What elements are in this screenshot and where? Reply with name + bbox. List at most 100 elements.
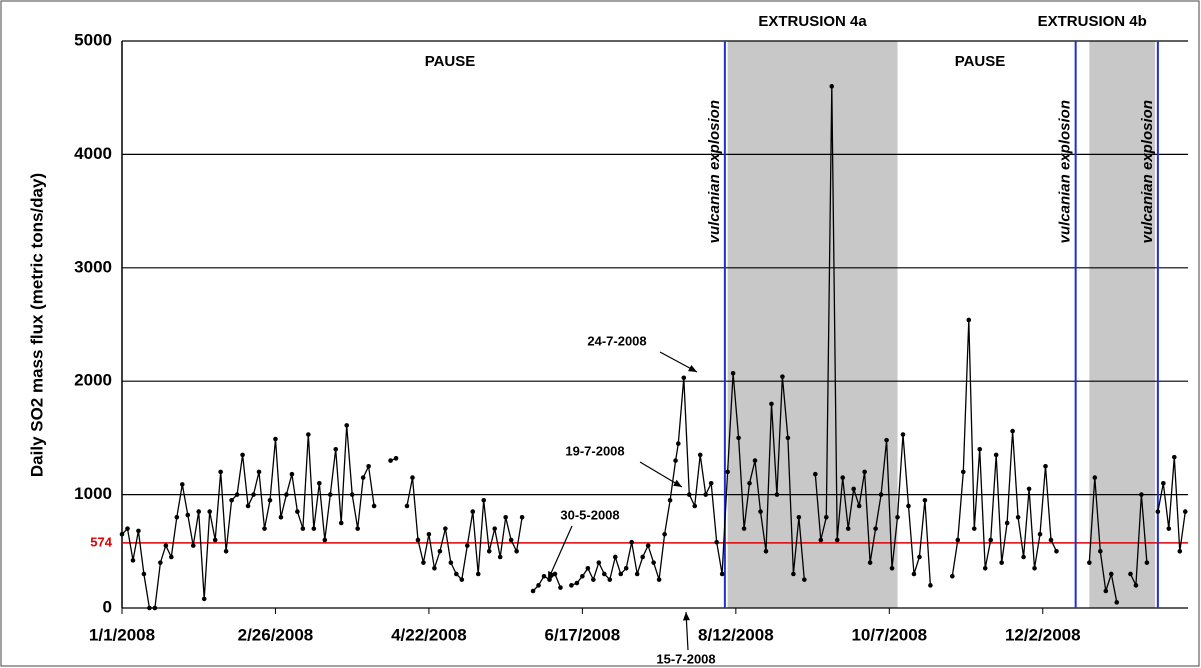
data-point	[1048, 537, 1054, 543]
data-point	[136, 528, 141, 534]
data-point	[234, 492, 240, 497]
data-point	[612, 554, 618, 560]
data-point	[1103, 588, 1109, 594]
data-point	[1128, 571, 1133, 577]
data-point	[1004, 520, 1010, 526]
data-point	[730, 370, 736, 376]
data-point	[1092, 475, 1098, 480]
data-point	[174, 514, 180, 520]
data-point	[125, 526, 130, 531]
data-point	[829, 84, 835, 89]
data-point	[673, 458, 678, 463]
y-tick-label: 4000	[74, 144, 112, 163]
data-point	[580, 573, 585, 579]
pause-label: PAUSE	[425, 53, 476, 70]
data-point	[656, 577, 662, 582]
data-point	[780, 374, 785, 379]
data-point	[1133, 583, 1139, 588]
data-point	[607, 577, 613, 582]
data-point	[119, 531, 125, 537]
data-point	[388, 458, 393, 463]
y-tick-label: 0	[103, 597, 112, 616]
region-label: EXTRUSION 4b	[1038, 13, 1147, 30]
data-point	[421, 560, 426, 565]
data-point	[338, 520, 344, 526]
data-point	[703, 492, 708, 497]
data-point	[574, 580, 580, 586]
callout-arrow	[547, 525, 573, 581]
data-point	[681, 375, 687, 381]
shaded-region	[727, 41, 898, 608]
data-point	[763, 549, 769, 554]
data-point	[470, 509, 476, 514]
data-point	[410, 475, 415, 480]
data-point	[1182, 509, 1188, 514]
data-point	[645, 543, 651, 548]
data-point	[503, 514, 508, 520]
x-tick-label: 2/26/2008	[238, 625, 314, 644]
data-point	[443, 526, 448, 531]
x-tick-label: 4/22/2008	[391, 625, 467, 644]
data-point	[845, 526, 851, 531]
data-point	[966, 317, 972, 323]
data-point	[475, 571, 481, 577]
data-point	[201, 596, 207, 602]
data-point	[623, 566, 629, 571]
data-point	[862, 469, 867, 475]
data-point	[851, 486, 856, 492]
data-point	[393, 456, 399, 461]
data-point	[922, 497, 928, 503]
data-point	[1139, 492, 1144, 497]
data-point	[1098, 549, 1103, 554]
data-point	[1177, 549, 1183, 554]
data-point	[747, 480, 752, 486]
x-tick-label: 12/2/2008	[1005, 625, 1081, 644]
callout-label: 19-7-2008	[565, 443, 624, 458]
data-point	[552, 571, 558, 577]
data-point	[1037, 531, 1043, 537]
data-point	[327, 492, 333, 497]
data-point	[1043, 463, 1048, 469]
data-point	[169, 554, 174, 560]
data-point	[141, 571, 147, 577]
data-point	[1144, 560, 1150, 565]
data-point	[708, 480, 714, 486]
data-point	[752, 458, 758, 463]
data-point	[719, 571, 725, 577]
data-point	[591, 577, 596, 582]
x-tick-label: 8/12/2008	[698, 625, 774, 644]
data-point	[300, 526, 306, 531]
data-point	[802, 577, 807, 582]
data-point	[558, 585, 563, 590]
event-label: vulcanian explosion	[706, 100, 723, 243]
data-point	[1010, 428, 1015, 434]
data-point	[873, 526, 878, 531]
data-point	[273, 436, 278, 442]
data-point	[459, 577, 465, 582]
data-point	[179, 482, 185, 487]
data-point	[834, 537, 840, 543]
data-point	[1054, 549, 1059, 554]
data-point	[662, 531, 667, 537]
callout-label: 24-7-2008	[587, 333, 646, 348]
data-point	[982, 566, 988, 571]
data-point	[1108, 571, 1114, 577]
x-tick-label: 10/7/2008	[851, 625, 927, 644]
data-point	[185, 512, 191, 518]
data-point	[454, 571, 459, 577]
data-point	[917, 554, 922, 560]
data-point	[355, 526, 360, 531]
data-point	[486, 549, 492, 554]
x-tick-label: 6/17/2008	[545, 625, 621, 644]
arrow-head	[682, 612, 690, 621]
data-point	[884, 437, 889, 443]
y-tick-label: 1000	[74, 484, 112, 503]
data-point	[1015, 514, 1021, 520]
data-point	[360, 475, 366, 480]
data-point	[634, 571, 640, 577]
data-point	[306, 432, 311, 437]
data-point	[596, 560, 602, 565]
data-point	[629, 539, 635, 545]
